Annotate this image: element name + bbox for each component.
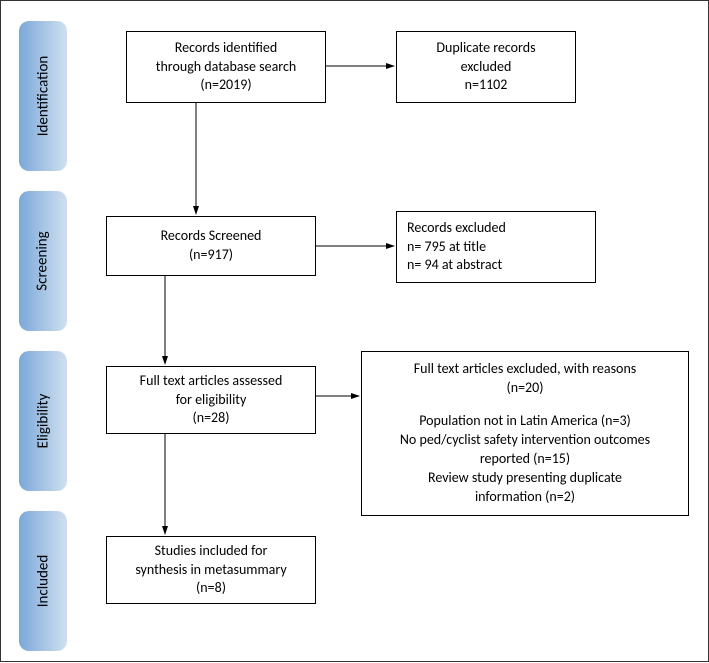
included-l1: Studies included for <box>155 542 268 561</box>
ftex-l4: No ped/cyclist safety intervention outco… <box>400 431 650 450</box>
duplicates-l3: n=1102 <box>465 76 508 95</box>
screened-ex-l3: n= 94 at abstract <box>407 256 502 275</box>
stage-included: Included <box>19 511 67 651</box>
fulltext-l1: Full text articles assessed <box>140 372 283 391</box>
screened-ex-l1: Records excluded <box>407 219 506 238</box>
fulltext-l2: for eligibility <box>176 391 247 410</box>
duplicates-l1: Duplicate records <box>436 39 535 58</box>
stage-included-text: Included <box>34 555 52 608</box>
box-screened: Records Screened (n=917) <box>106 216 316 276</box>
fulltext-l3: (n=28) <box>192 409 229 428</box>
screened-ex-l2: n= 795 at title <box>407 238 486 257</box>
screened-l1: Records Screened <box>161 227 262 246</box>
box-fulltext-excluded: Full text articles excluded, with reason… <box>361 351 689 516</box>
ftex-l5: reported (n=15) <box>480 450 570 469</box>
stage-screening: Screening <box>19 191 67 331</box>
stage-eligibility: Eligibility <box>19 351 67 491</box>
included-l2: synthesis in metasummary <box>135 561 286 580</box>
prisma-flowchart: Identification Screening Eligibility Inc… <box>0 0 709 662</box>
stage-identification: Identification <box>19 21 67 171</box>
box-included: Studies included for synthesis in metasu… <box>106 536 316 604</box>
ftex-l7: information (n=2) <box>475 488 575 507</box>
stage-identification-text: Identification <box>34 56 52 137</box>
included-l3: (n=8) <box>196 579 226 598</box>
identified-l3: (n=2019) <box>200 76 251 95</box>
ftex-l3: Population not in Latin America (n=3) <box>419 412 631 431</box>
stage-eligibility-text: Eligibility <box>34 394 52 449</box>
stage-screening-text: Screening <box>34 231 52 290</box>
screened-l2: (n=917) <box>189 246 233 265</box>
ftex-l1: Full text articles excluded, with reason… <box>414 360 637 379</box>
identified-l2: through database search <box>156 58 296 77</box>
box-duplicates: Duplicate records excluded n=1102 <box>396 31 576 103</box>
identified-l1: Records identified <box>175 39 277 58</box>
box-fulltext: Full text articles assessed for eligibil… <box>106 366 316 434</box>
ftex-l6: Review study presenting duplicate <box>428 469 622 488</box>
box-screened-excluded: Records excluded n= 795 at title n= 94 a… <box>396 211 596 283</box>
box-identified: Records identified through database sear… <box>126 31 326 103</box>
duplicates-l2: excluded <box>461 58 512 77</box>
ftex-l2: (n=20) <box>506 379 543 398</box>
